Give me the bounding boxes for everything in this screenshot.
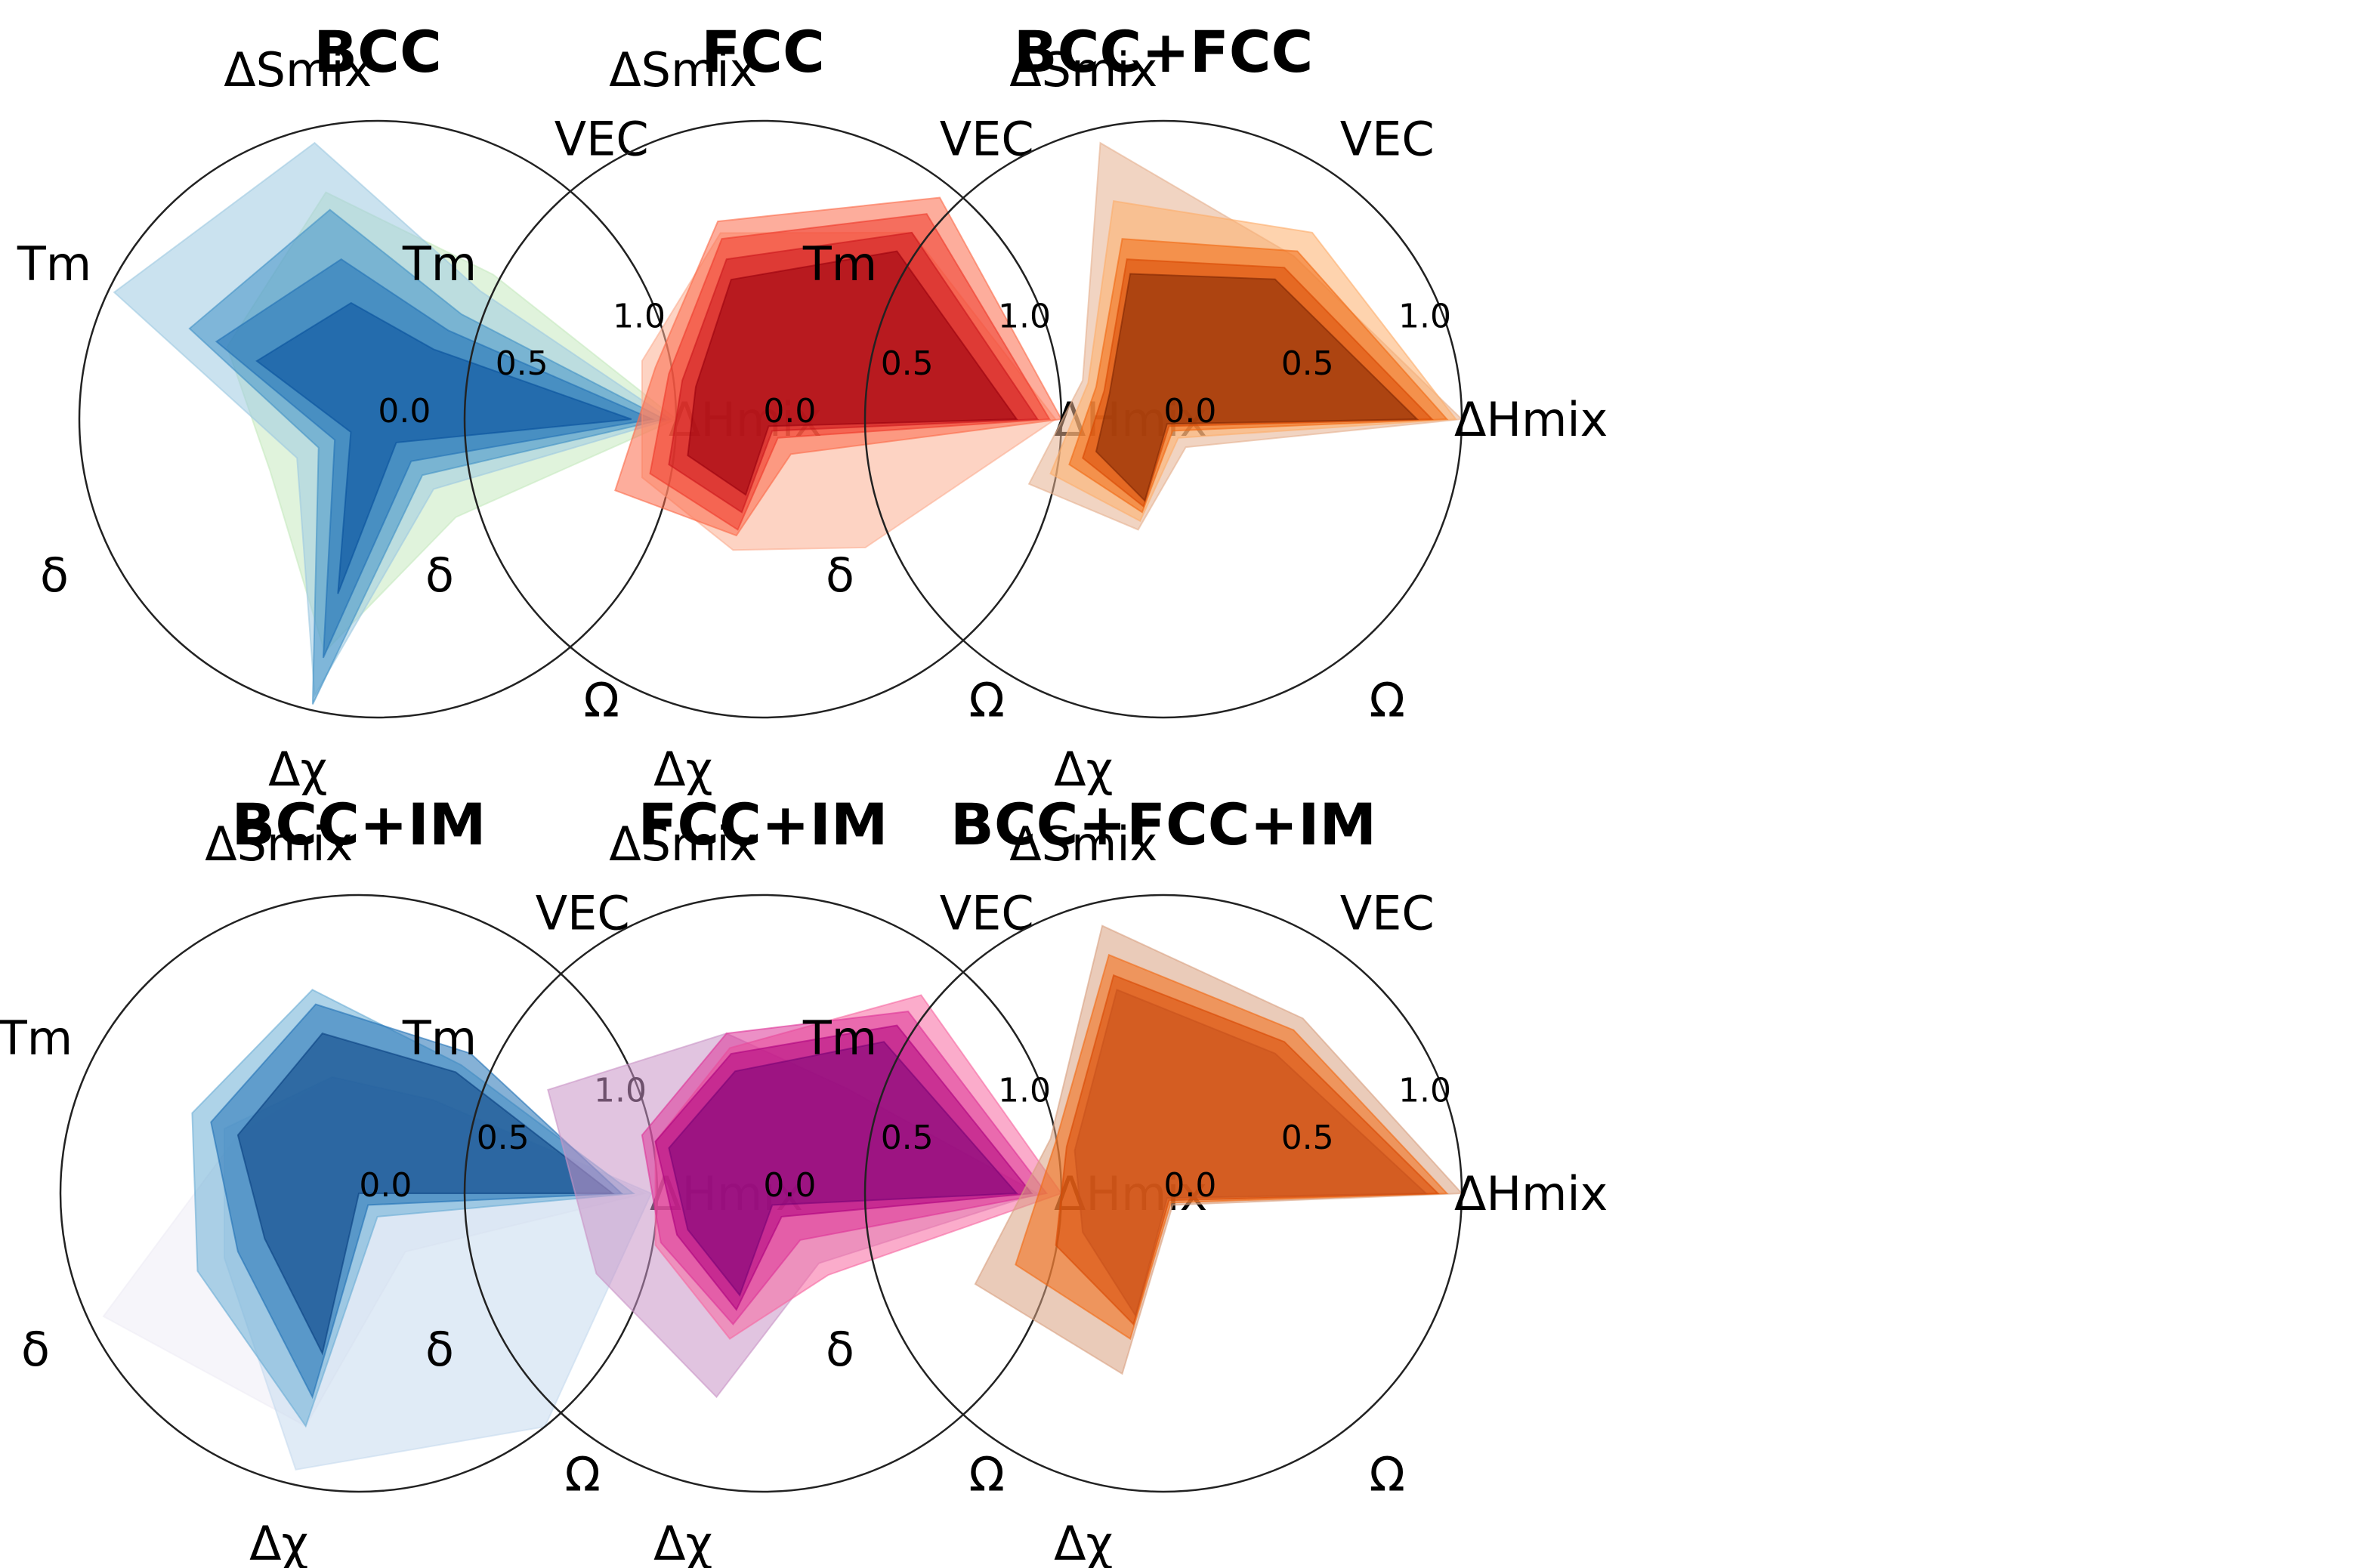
axis-label: δ bbox=[826, 548, 854, 603]
axis-label: ΔHmix bbox=[1454, 392, 1608, 447]
axis-label: δ bbox=[425, 1322, 454, 1377]
radar-panel-4: 0.00.51.0ΔHmixVECΔSmixTmδΔχΩFCC+IM bbox=[402, 791, 1208, 1568]
axis-label: Ω bbox=[584, 672, 619, 727]
radial-tick-label: 1.0 bbox=[998, 297, 1051, 335]
axis-label: Tm bbox=[0, 1011, 73, 1066]
panel-title: BCC+FCC+IM bbox=[950, 791, 1376, 858]
axis-label: Δχ bbox=[1054, 742, 1113, 797]
radial-tick-label: 0.5 bbox=[1281, 344, 1334, 383]
axis-label: Δχ bbox=[268, 742, 327, 797]
axis-label: Tm bbox=[402, 1011, 477, 1066]
axis-label: ΔSmix bbox=[1009, 42, 1157, 97]
axis-label: Δχ bbox=[1054, 1516, 1113, 1568]
axis-label: Ω bbox=[1370, 672, 1405, 727]
axis-label: Tm bbox=[402, 236, 477, 292]
panel-title: BCC bbox=[314, 18, 441, 85]
axis-label: ΔSmix bbox=[609, 42, 757, 97]
axis-label: δ bbox=[21, 1322, 50, 1377]
radial-tick-label: 0.0 bbox=[359, 1166, 412, 1205]
radial-tick-label: 0.5 bbox=[881, 344, 934, 383]
radial-tick-label: 0.0 bbox=[1163, 392, 1216, 431]
radial-tick-label: 0.5 bbox=[1281, 1119, 1334, 1157]
axis-label: δ bbox=[40, 548, 69, 603]
axis-label: Tm bbox=[802, 236, 877, 292]
radial-tick-label: 1.0 bbox=[998, 1071, 1051, 1110]
axis-label: ΔSmix bbox=[224, 42, 372, 97]
axis-label: Ω bbox=[565, 1446, 601, 1502]
panel-title: BCC+FCC bbox=[1014, 18, 1314, 85]
radial-tick-label: 1.0 bbox=[1398, 297, 1451, 335]
radial-tick-label: 0.5 bbox=[477, 1119, 530, 1157]
radar-panel-1: 0.00.51.0ΔHmixVECΔSmixTmδΔχΩFCC bbox=[402, 18, 1208, 797]
radar-frame-circle bbox=[463, 119, 1063, 719]
radar-series-polygon bbox=[668, 1041, 1018, 1297]
axis-label: VEC bbox=[940, 112, 1034, 167]
radial-tick-label: 0.0 bbox=[1163, 1166, 1216, 1205]
panel-title: FCC+IM bbox=[638, 791, 888, 858]
axis-label: Ω bbox=[1370, 1446, 1405, 1502]
axis-label: Δχ bbox=[249, 1516, 308, 1568]
radar-series-polygon bbox=[255, 301, 632, 594]
radial-tick-label: 0.5 bbox=[881, 1119, 934, 1157]
radial-tick-label: 0.0 bbox=[763, 1166, 816, 1205]
radar-panel-2: 0.0 0.5 1.0 ΔHmix VEC ΔSmix Tm δ Δχ Ω BCC+FCC bbox=[802, 18, 1608, 797]
radar-series-polygon bbox=[1095, 273, 1419, 502]
radial-tick-label: 0.0 bbox=[378, 392, 431, 431]
axis-label: δ bbox=[425, 548, 454, 603]
axis-label: VEC bbox=[554, 112, 649, 167]
axis-label: VEC bbox=[1340, 886, 1435, 941]
axis-label: Ω bbox=[969, 1446, 1005, 1502]
radar-series-polygon bbox=[1073, 989, 1429, 1318]
axis-label: Δχ bbox=[653, 1516, 712, 1568]
axis-label: ΔSmix bbox=[1009, 816, 1157, 872]
radar-series-polygon bbox=[236, 1032, 615, 1356]
axis-label: VEC bbox=[536, 886, 630, 941]
axis-label: ΔHmix bbox=[1454, 1166, 1608, 1221]
axis-label: δ bbox=[826, 1322, 854, 1377]
radar-frame-circle bbox=[863, 119, 1463, 719]
axis-label: ΔSmix bbox=[205, 816, 353, 872]
radial-tick-label: 1.0 bbox=[1398, 1071, 1451, 1110]
radial-tick-label: 0.0 bbox=[763, 392, 816, 431]
axis-label: VEC bbox=[1340, 112, 1435, 167]
axis-label: Tm bbox=[802, 1011, 877, 1066]
axis-label: Δχ bbox=[653, 742, 712, 797]
axis-label: Ω bbox=[969, 672, 1005, 727]
axis-label: Tm bbox=[17, 236, 91, 292]
axis-label: VEC bbox=[940, 886, 1034, 941]
radar-series-polygon bbox=[687, 250, 1018, 496]
radial-tick-label: 0.5 bbox=[496, 344, 548, 383]
radar-panel-5: 0.0 0.5 1.0 ΔHmix VEC ΔSmix Tm δ Δχ Ω BCC+FCC+IM bbox=[802, 791, 1608, 1568]
axis-label: ΔSmix bbox=[609, 816, 757, 872]
radial-tick-label: 1.0 bbox=[613, 297, 666, 335]
radar-frame-circle bbox=[863, 894, 1463, 1493]
panel-title: FCC bbox=[701, 18, 824, 85]
panel-title: BCC+IM bbox=[231, 791, 486, 858]
